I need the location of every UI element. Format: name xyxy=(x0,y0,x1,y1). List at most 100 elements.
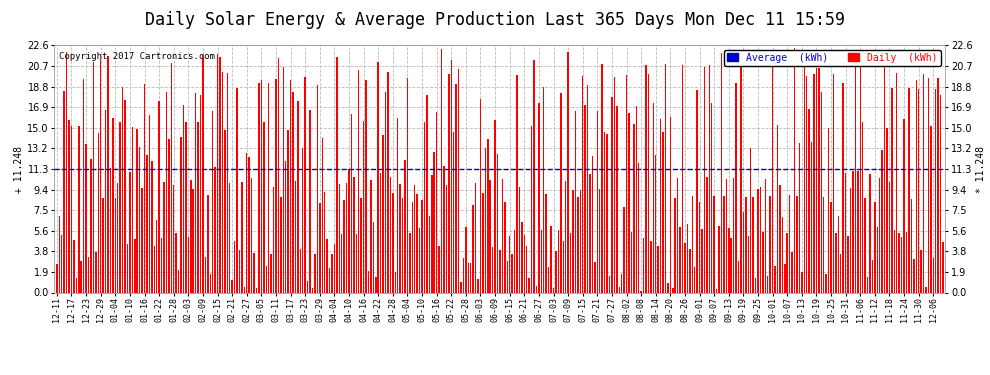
Bar xyxy=(584,105,586,292)
Bar xyxy=(414,185,416,292)
Bar xyxy=(784,264,785,292)
Bar xyxy=(679,227,681,292)
Bar xyxy=(804,65,805,292)
Bar xyxy=(854,58,856,292)
Bar xyxy=(285,160,286,292)
Bar xyxy=(300,249,301,292)
Bar xyxy=(652,103,654,292)
Bar xyxy=(297,101,299,292)
Bar xyxy=(190,180,191,292)
Bar xyxy=(100,59,101,292)
Bar xyxy=(879,178,880,292)
Bar xyxy=(694,267,695,292)
Bar xyxy=(215,167,216,292)
Bar xyxy=(757,189,758,292)
Bar xyxy=(801,272,803,292)
Bar xyxy=(314,254,316,292)
Bar xyxy=(502,179,503,292)
Bar xyxy=(716,289,718,292)
Bar xyxy=(923,74,925,292)
Text: * 11.248: * 11.248 xyxy=(976,146,986,193)
Bar xyxy=(816,69,817,292)
Bar xyxy=(258,83,259,292)
Bar xyxy=(268,82,269,292)
Bar xyxy=(645,65,646,292)
Bar xyxy=(105,110,106,292)
Bar xyxy=(742,212,744,292)
Bar xyxy=(332,254,333,292)
Bar xyxy=(547,267,549,292)
Bar xyxy=(224,130,226,292)
Bar xyxy=(552,288,554,292)
Bar xyxy=(682,64,683,292)
Bar xyxy=(183,105,184,292)
Bar xyxy=(726,179,727,292)
Bar xyxy=(472,205,474,292)
Bar xyxy=(295,181,296,292)
Bar xyxy=(614,76,615,292)
Bar xyxy=(669,117,671,292)
Bar xyxy=(460,282,461,292)
Bar xyxy=(604,132,605,292)
Bar xyxy=(407,78,408,292)
Bar xyxy=(741,54,742,292)
Bar xyxy=(629,113,630,292)
Bar xyxy=(696,90,698,292)
Bar xyxy=(436,112,438,292)
Bar xyxy=(662,132,663,292)
Bar xyxy=(849,188,851,292)
Bar xyxy=(305,77,306,292)
Bar xyxy=(842,83,843,292)
Bar xyxy=(385,92,386,292)
Bar xyxy=(767,276,768,292)
Bar xyxy=(779,185,781,292)
Bar xyxy=(647,74,649,292)
Bar xyxy=(935,90,937,292)
Bar xyxy=(232,280,233,292)
Bar xyxy=(626,75,628,292)
Bar xyxy=(168,140,169,292)
Bar xyxy=(497,154,498,292)
Bar xyxy=(594,261,596,292)
Bar xyxy=(754,278,756,292)
Bar xyxy=(93,62,94,292)
Bar xyxy=(446,185,447,292)
Bar xyxy=(132,128,133,292)
Bar xyxy=(657,246,659,292)
Bar xyxy=(539,102,540,292)
Bar xyxy=(475,183,476,292)
Bar xyxy=(387,72,389,292)
Bar xyxy=(699,202,700,292)
Bar xyxy=(509,236,511,292)
Bar xyxy=(265,266,267,292)
Bar xyxy=(889,182,890,292)
Bar xyxy=(847,236,848,292)
Bar xyxy=(250,178,252,292)
Bar xyxy=(512,254,513,292)
Bar xyxy=(602,64,603,292)
Bar xyxy=(134,239,136,292)
Bar xyxy=(282,68,284,292)
Bar xyxy=(453,132,454,292)
Bar xyxy=(650,241,651,292)
Bar xyxy=(210,274,211,292)
Bar xyxy=(139,147,141,292)
Bar xyxy=(562,241,564,292)
Bar xyxy=(876,227,878,292)
Bar xyxy=(745,197,746,292)
Bar xyxy=(142,188,143,292)
Bar xyxy=(120,122,121,292)
Bar xyxy=(127,244,129,292)
Bar xyxy=(529,279,530,292)
Bar xyxy=(709,65,710,292)
Bar xyxy=(122,87,124,292)
Bar xyxy=(455,84,456,292)
Bar xyxy=(736,82,737,292)
Bar xyxy=(247,153,248,292)
Bar xyxy=(828,128,830,292)
Bar xyxy=(222,72,223,292)
Bar xyxy=(884,56,885,292)
Bar xyxy=(823,197,825,292)
Bar xyxy=(550,226,551,292)
Bar xyxy=(560,93,561,292)
